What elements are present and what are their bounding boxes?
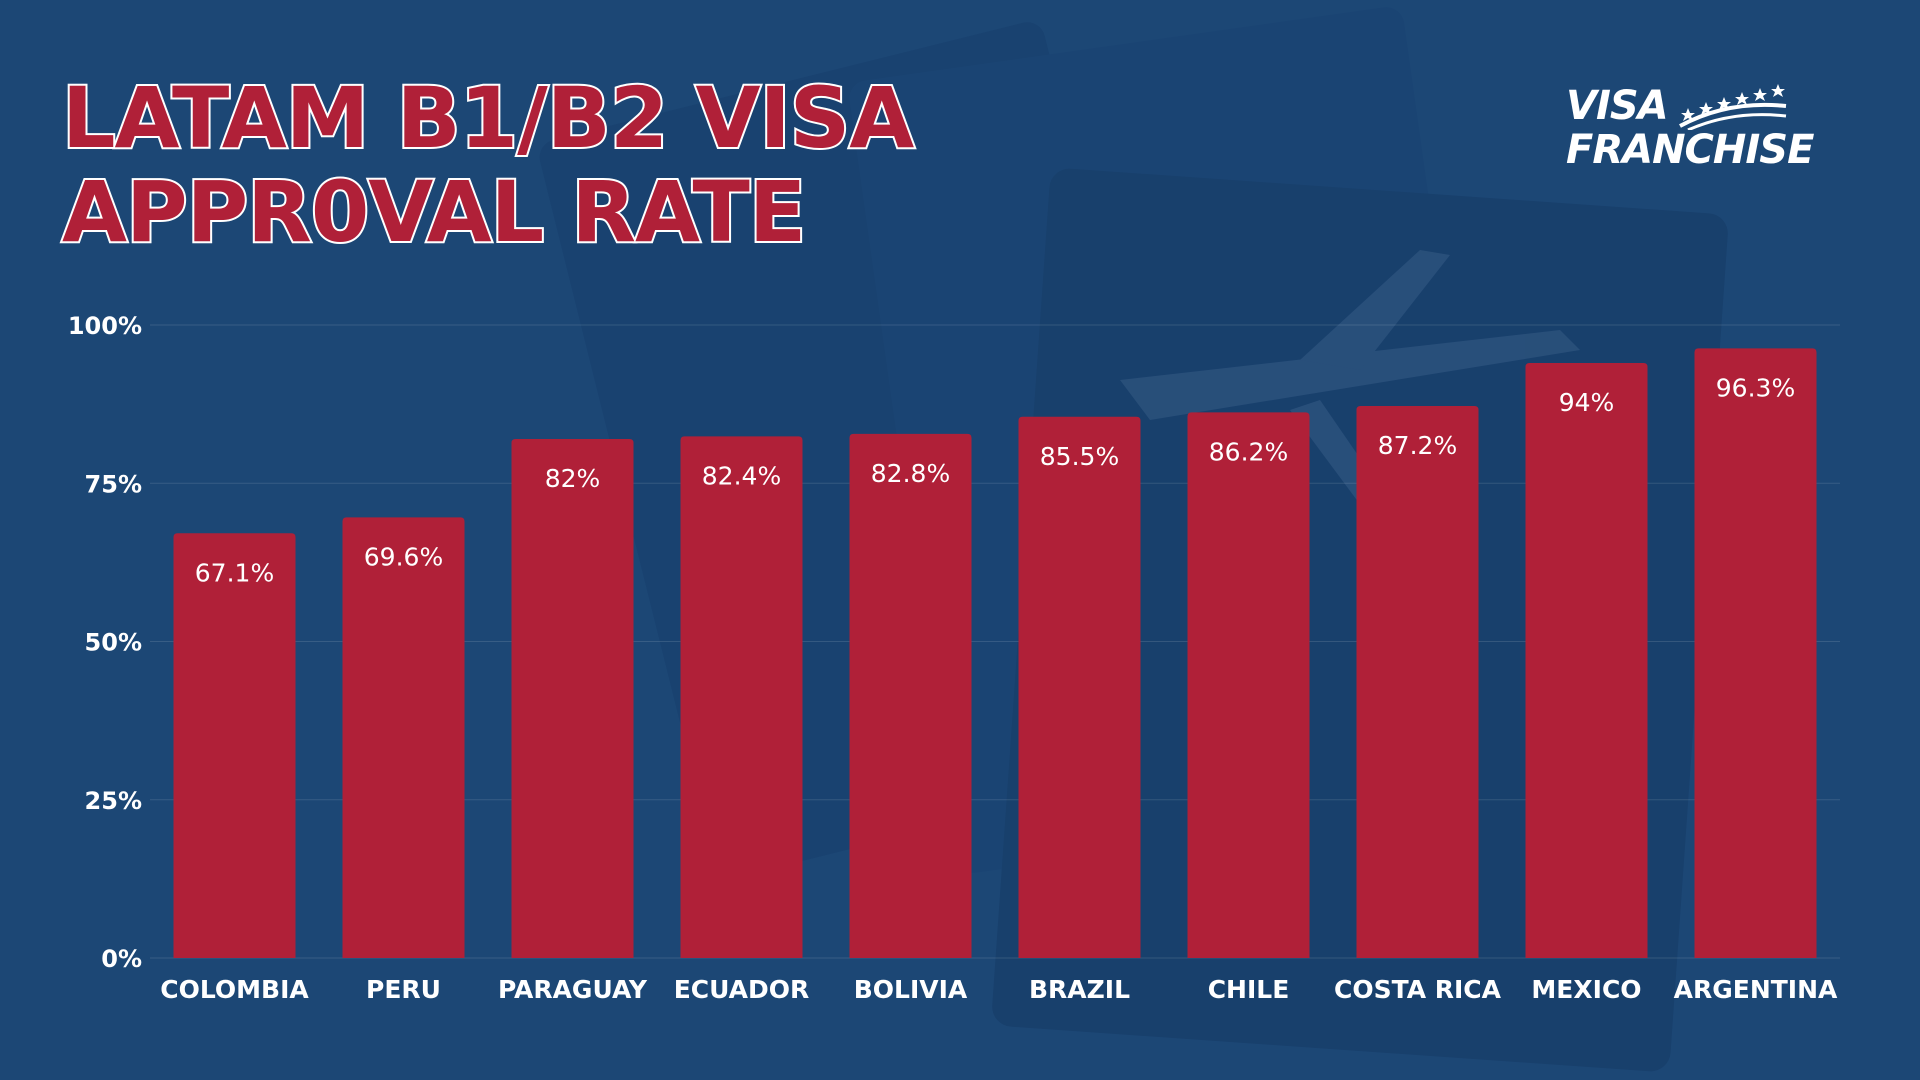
y-tick-label: 0% — [101, 945, 142, 973]
bar-colombia — [173, 533, 296, 958]
visa-franchise-logo: VISA FRANCHISE — [1560, 70, 1830, 180]
page-title-line-2: APPR0VAL RATE — [60, 163, 808, 261]
x-tick-label: COLOMBIA — [160, 975, 309, 1004]
data-label: 82.4% — [702, 461, 781, 490]
logo-word-visa: VISA — [1566, 83, 1669, 129]
x-tick-label: COSTA RICA — [1334, 975, 1502, 1004]
bar-argentina — [1694, 348, 1817, 958]
data-label: 67.1% — [195, 558, 274, 587]
bar-brazil — [1018, 416, 1141, 958]
logo-word-franchise: FRANCHISE — [1566, 127, 1814, 173]
y-tick-label: 75% — [85, 470, 142, 498]
bar-costa-rica — [1356, 406, 1479, 958]
bar-bolivia — [849, 433, 972, 959]
data-labels: 67.1% 69.6% 82% 82.4% 82.8% 85.5% 86.2% 87.2% 94… — [195, 373, 1795, 587]
x-tick-label: BOLIVIA — [854, 975, 968, 1004]
page-title-line-1: LATAM B1/B2 VISA — [60, 69, 916, 167]
bar-chile — [1187, 412, 1310, 958]
bar-paraguay — [511, 438, 634, 958]
y-tick-label: 25% — [85, 787, 142, 815]
data-label: 82% — [545, 464, 601, 493]
data-label: 94% — [1559, 388, 1615, 417]
flag-stars-icon — [1679, 84, 1787, 130]
bar-mexico — [1525, 362, 1648, 959]
bars — [173, 348, 1817, 959]
y-tick-label: 50% — [85, 629, 142, 657]
data-label: 82.8% — [871, 459, 950, 488]
x-tick-label: PERU — [366, 975, 441, 1004]
data-label: 96.3% — [1716, 373, 1795, 402]
data-label: 86.2% — [1209, 437, 1288, 466]
y-axis-ticks: 0% 25% 50% 75% 100% — [68, 312, 142, 973]
x-tick-label: BRAZIL — [1029, 975, 1130, 1004]
data-label: 87.2% — [1378, 431, 1457, 460]
bar-ecuador — [680, 436, 803, 959]
bar-peru — [342, 517, 465, 958]
data-label: 85.5% — [1040, 442, 1119, 471]
x-tick-label: CHILE — [1208, 975, 1290, 1004]
x-tick-label: MEXICO — [1531, 975, 1641, 1004]
x-tick-label: ARGENTINA — [1674, 975, 1838, 1004]
y-tick-label: 100% — [68, 312, 142, 340]
x-tick-label: ECUADOR — [674, 975, 810, 1004]
x-tick-label: PARAGUAY — [498, 975, 648, 1004]
x-axis-ticks: COLOMBIA PERU PARAGUAY ECUADOR BOLIVIA BRAZIL… — [160, 975, 1838, 1004]
data-label: 69.6% — [364, 542, 443, 571]
